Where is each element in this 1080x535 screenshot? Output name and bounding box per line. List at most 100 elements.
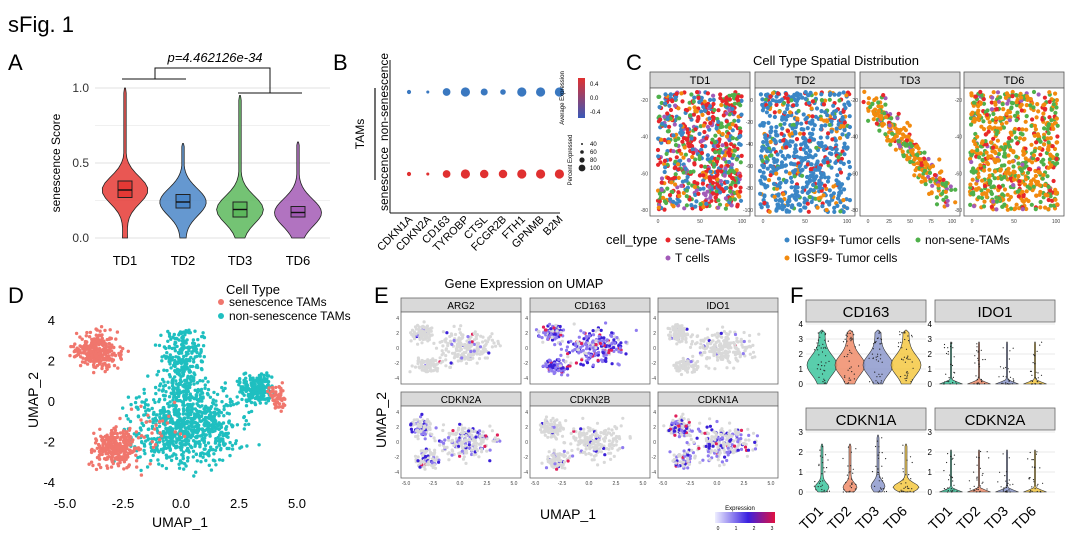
c-point (783, 163, 788, 168)
d-point (275, 396, 279, 400)
c-point (716, 150, 722, 155)
c-point (659, 180, 664, 185)
e-point (423, 368, 427, 372)
c-point (695, 118, 700, 123)
c-point (805, 162, 811, 167)
e-ytick-label: 4 (525, 316, 528, 322)
e-point (412, 332, 416, 336)
d-point (167, 395, 172, 399)
c-point (691, 112, 697, 117)
d-point (192, 371, 196, 375)
panel-letter-a: A (8, 50, 23, 75)
d-point (97, 444, 102, 448)
c-point (991, 90, 996, 95)
c-point (991, 184, 996, 189)
c-point (696, 191, 701, 196)
c-point (919, 179, 924, 184)
c-point (809, 199, 814, 205)
c-point (775, 166, 781, 171)
c-point (710, 180, 716, 186)
c-point (842, 120, 847, 125)
d-point (122, 440, 126, 445)
d-point (109, 457, 114, 461)
d-point (101, 341, 105, 345)
c-point (770, 98, 776, 103)
c-point (699, 164, 704, 169)
c-point (800, 173, 805, 178)
c-point (707, 104, 713, 109)
d-point (88, 346, 92, 350)
e-point (610, 362, 614, 366)
d-point (191, 338, 196, 342)
d-point (211, 398, 215, 402)
c-point (1029, 142, 1034, 147)
c-point (975, 134, 980, 139)
d-point (168, 447, 172, 451)
d-point (91, 463, 95, 468)
c-point (949, 187, 954, 192)
c-point (658, 117, 663, 122)
d-point (150, 440, 154, 444)
e-point (469, 335, 473, 339)
d-point (148, 462, 152, 466)
d-point (142, 391, 146, 395)
d-point (225, 394, 229, 398)
c-point (780, 153, 785, 159)
c-point (775, 158, 780, 163)
d-point (185, 448, 189, 453)
c-point (803, 96, 808, 101)
c-point (893, 134, 899, 139)
d-point (150, 431, 154, 435)
c-point (655, 147, 661, 153)
e-point (426, 360, 430, 364)
c-point (1035, 102, 1040, 107)
d-point (253, 396, 257, 401)
c-ytick-label: -20 (851, 98, 858, 104)
d-point (185, 412, 189, 416)
e-point (432, 359, 436, 363)
c-point (732, 170, 737, 175)
c-point (788, 175, 794, 180)
d-point (214, 439, 218, 443)
d-ytick-label: -2 (43, 435, 55, 450)
d-point (244, 380, 248, 384)
c-point (818, 127, 824, 132)
c-point (716, 198, 721, 203)
c-point (679, 183, 684, 188)
d-point (133, 400, 138, 405)
c-point (888, 142, 893, 147)
c-point (1046, 145, 1051, 150)
e-ytick-label: 0 (396, 346, 399, 352)
c-point (656, 205, 661, 210)
c-point (837, 190, 842, 195)
d-point (193, 407, 197, 411)
c-point (846, 176, 851, 181)
e-point (458, 331, 462, 335)
c-point (1008, 130, 1013, 135)
d-point (169, 337, 173, 341)
c-point (685, 130, 690, 135)
d-point (181, 373, 185, 378)
c-point (835, 196, 841, 201)
c-point (1030, 117, 1035, 122)
d-point (207, 463, 211, 467)
c-point (839, 182, 845, 187)
c-point (707, 184, 712, 190)
c-point (696, 115, 701, 120)
c-point (797, 163, 803, 169)
d-point (181, 400, 186, 404)
d-point (118, 455, 122, 459)
c-point (842, 102, 847, 107)
c-point (711, 162, 716, 167)
e-point (447, 350, 451, 354)
d-point (114, 441, 118, 445)
d-point (223, 381, 227, 385)
d-point (244, 398, 248, 402)
d-point (166, 380, 170, 384)
c-point (1020, 127, 1025, 132)
d-point (207, 449, 211, 453)
d-point (85, 330, 89, 335)
d-point (177, 466, 182, 470)
d-point (84, 358, 89, 362)
d-point (113, 353, 118, 358)
